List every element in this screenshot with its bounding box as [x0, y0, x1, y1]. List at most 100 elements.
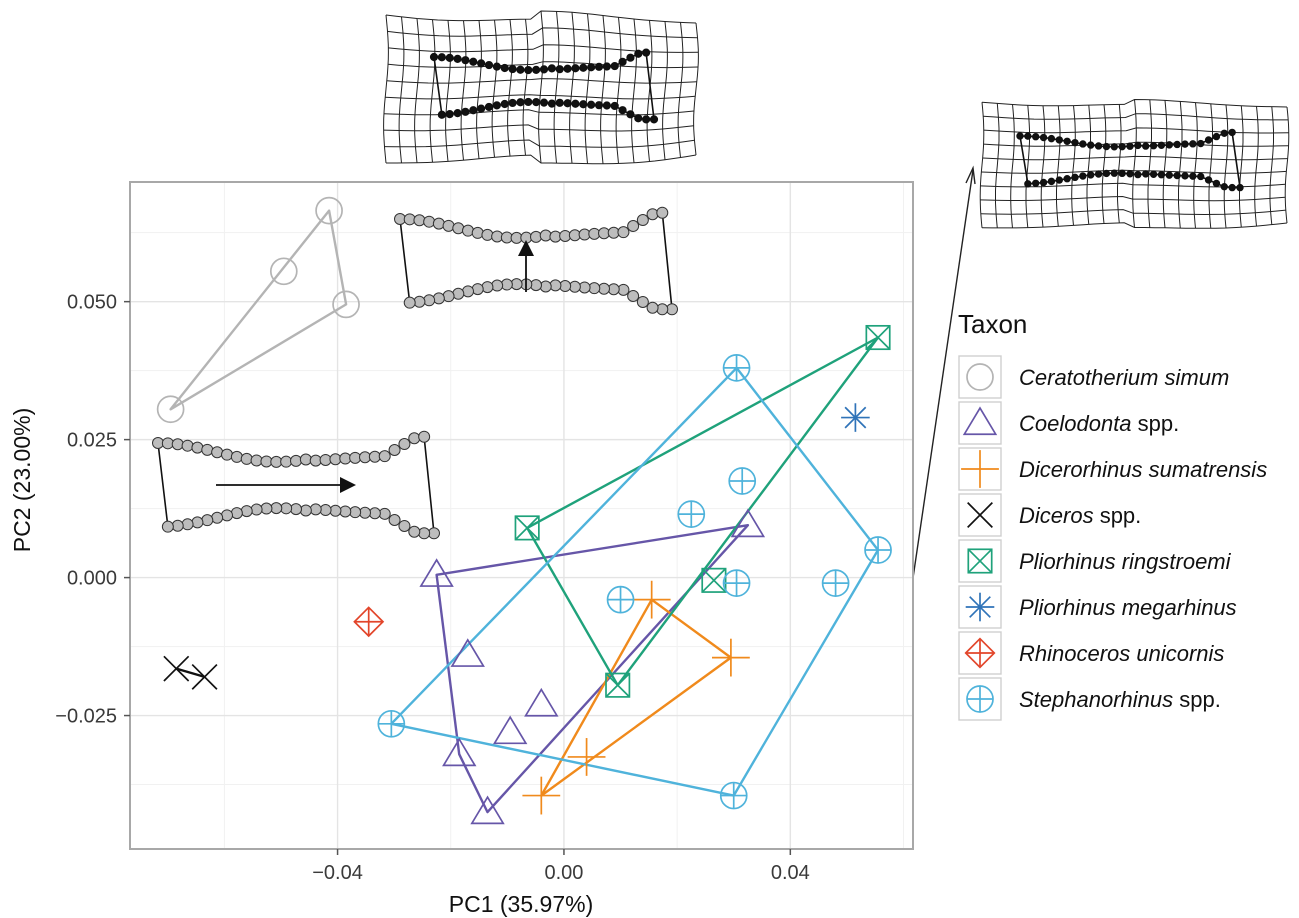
- landmark-dot: [1055, 176, 1063, 184]
- landmark-dot: [477, 104, 486, 113]
- landmark-dot: [432, 217, 445, 230]
- landmark-dot: [618, 106, 627, 115]
- grid-line-vertical: [1025, 105, 1030, 228]
- landmark-dot: [524, 97, 533, 107]
- grid-line-horizontal: [388, 61, 699, 69]
- data-point: [606, 585, 635, 614]
- marker-box-diag-b: [701, 568, 727, 593]
- marker-box-diag-b: [605, 672, 631, 698]
- grid-line-vertical: [522, 19, 529, 156]
- marker-box-diag-b: [865, 325, 891, 350]
- legend-key-marker: [966, 363, 994, 391]
- landmark-dot: [1204, 136, 1213, 144]
- x-axis-ticks: −0.04 0.00 0.04: [312, 849, 810, 884]
- grid-line-vertical: [1056, 105, 1061, 227]
- landmark-dot: [453, 109, 462, 118]
- data-point: [470, 795, 505, 825]
- data-point: [492, 715, 528, 745]
- marker-ast-d2: [969, 596, 991, 618]
- data-point: [353, 606, 385, 638]
- grid-line-vertical: [445, 20, 451, 162]
- landmark-dot: [1071, 173, 1079, 182]
- landmark-dot: [408, 525, 421, 538]
- landmark-dot: [1165, 171, 1173, 179]
- landmark-dot: [437, 53, 446, 62]
- legend-key-marker: [966, 685, 994, 713]
- marker-triangle: [962, 406, 998, 436]
- landmark-dot: [329, 504, 342, 517]
- legend-item-label: Rhinoceros unicornis: [1019, 641, 1224, 666]
- landmark-dot: [461, 56, 470, 65]
- landmark-dot: [1142, 142, 1150, 150]
- landmark-dot: [1102, 169, 1111, 178]
- landmark-dot: [500, 63, 509, 73]
- landmark-outline-pc2: [394, 206, 678, 316]
- landmark-dot: [1118, 142, 1126, 151]
- landmark-dot: [453, 54, 462, 63]
- landmark-dot: [1047, 177, 1056, 186]
- landmark-dot: [626, 53, 635, 62]
- legend-label-italic: Coelodonta: [1019, 411, 1132, 436]
- grid-line-vertical: [693, 22, 699, 156]
- legend-label-italic: Pliorhinus ringstroemi: [1019, 549, 1232, 574]
- grid-line-horizontal: [981, 222, 1288, 229]
- grid-line-horizontal: [384, 139, 695, 148]
- landmark-dot: [462, 224, 474, 237]
- landmark-dot: [587, 100, 596, 109]
- marker-cross-b: [163, 655, 190, 682]
- landmark-dot: [1032, 133, 1040, 141]
- landmark-dot: [1236, 183, 1244, 192]
- landmark-dot: [290, 503, 302, 516]
- landmark-dot: [398, 519, 411, 532]
- landmark-dot: [240, 452, 253, 465]
- landmark-dot: [462, 285, 474, 298]
- landmark-dot: [555, 65, 564, 74]
- legend-item-label: Pliorhinus megarhinus: [1019, 595, 1237, 620]
- landmark-dot: [484, 102, 494, 112]
- grid-line-vertical: [979, 102, 985, 228]
- landmark-dot: [437, 110, 446, 119]
- landmark-dot: [649, 115, 659, 124]
- data-point: [701, 567, 727, 593]
- landmark-dot: [408, 432, 421, 445]
- data-point: [711, 638, 750, 677]
- landmark-dot: [1134, 170, 1142, 179]
- marker-box: [967, 548, 993, 574]
- landmark-dot: [1071, 138, 1079, 147]
- landmark-dot: [250, 503, 263, 516]
- landmark-dot: [1189, 172, 1197, 180]
- landmark-dot: [539, 65, 549, 74]
- landmark-dot: [656, 206, 669, 219]
- landmark-dot: [532, 65, 541, 75]
- grid-line-vertical: [615, 17, 622, 164]
- pointer-arrow-head: [965, 165, 976, 185]
- grid-line-horizontal: [983, 127, 1289, 134]
- hull-cross: [175, 667, 205, 679]
- landmark-dot: [1126, 170, 1134, 178]
- landmark-dot: [547, 64, 556, 73]
- legend-key-marker: [965, 592, 995, 622]
- grid-line-horizontal: [386, 78, 697, 84]
- landmark-dot: [627, 220, 640, 233]
- landmark-dot: [555, 98, 564, 107]
- landmark-dot: [388, 513, 401, 526]
- landmark-dot: [1055, 136, 1063, 144]
- legend-item-label: Stephanorhinus spp.: [1019, 687, 1221, 712]
- grid-line-horizontal: [385, 10, 697, 24]
- landmark-dot: [1118, 169, 1126, 178]
- marker-cross-b: [191, 663, 218, 690]
- landmark-dot: [349, 506, 362, 519]
- grid-line-horizontal: [387, 27, 698, 39]
- landmark-dot: [191, 441, 204, 454]
- landmark-dot: [1212, 132, 1221, 141]
- data-point: [722, 569, 751, 597]
- grid-line-vertical: [491, 19, 498, 158]
- hull-plus: [540, 598, 733, 797]
- landmark-dot: [413, 214, 426, 227]
- landmark-dot: [594, 101, 604, 110]
- legend-label-italic: Ceratotherium simum: [1019, 365, 1229, 390]
- legend-label-plain: spp.: [1094, 503, 1142, 528]
- landmark-dot: [423, 215, 436, 228]
- marker-circle: [332, 290, 360, 319]
- landmark-dot: [201, 443, 214, 456]
